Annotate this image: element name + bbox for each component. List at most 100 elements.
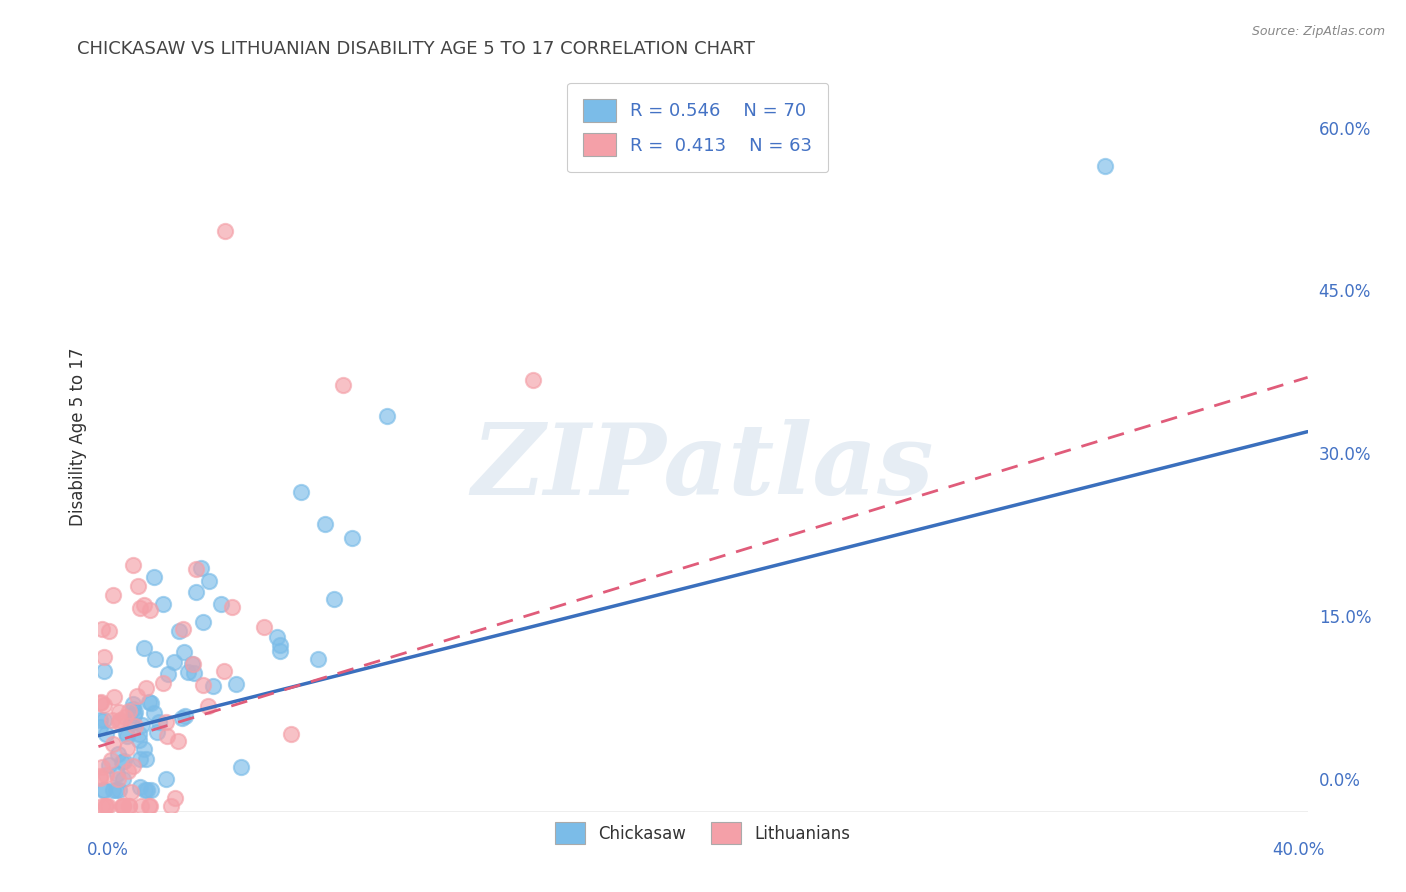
Point	[111, 756, 134, 770]
Point	[103, 783, 125, 797]
Point	[180, 657, 202, 672]
Point	[183, 657, 205, 672]
Point	[93, 650, 115, 665]
Point	[108, 714, 131, 728]
Point	[129, 601, 152, 615]
Point	[212, 665, 235, 679]
Point	[307, 652, 329, 666]
Point	[136, 783, 159, 797]
Point	[131, 718, 153, 732]
Point	[127, 690, 149, 704]
Point	[156, 729, 179, 743]
Point	[94, 799, 117, 814]
Point	[225, 677, 247, 691]
Point	[155, 772, 177, 786]
Point	[111, 799, 134, 814]
Point	[190, 561, 212, 575]
Point	[122, 697, 145, 711]
Point	[340, 531, 363, 545]
Point	[177, 665, 200, 680]
Point	[128, 727, 150, 741]
Point	[1094, 159, 1116, 173]
Point	[90, 622, 112, 636]
Point	[93, 664, 115, 678]
Point	[139, 696, 162, 710]
Y-axis label: Disability Age 5 to 17: Disability Age 5 to 17	[69, 348, 87, 526]
Point	[124, 706, 146, 720]
Point	[100, 753, 122, 767]
Point	[229, 760, 252, 774]
Point	[96, 768, 118, 782]
Point	[191, 678, 214, 692]
Point	[169, 624, 191, 639]
Point	[108, 714, 131, 729]
Point	[121, 759, 143, 773]
Point	[103, 737, 125, 751]
Point	[111, 799, 134, 814]
Point	[97, 624, 120, 638]
Legend: Chickasaw, Lithuanians: Chickasaw, Lithuanians	[547, 814, 859, 852]
Point	[290, 484, 312, 499]
Text: 0.0%: 0.0%	[87, 840, 129, 858]
Point	[332, 378, 354, 392]
Point	[163, 656, 186, 670]
Point	[89, 771, 111, 785]
Point	[253, 620, 276, 634]
Point	[148, 715, 170, 730]
Point	[214, 224, 236, 238]
Point	[128, 752, 150, 766]
Point	[139, 603, 162, 617]
Point	[91, 783, 114, 797]
Point	[89, 720, 111, 734]
Point	[172, 622, 194, 636]
Point	[93, 698, 115, 713]
Point	[89, 714, 111, 728]
Point	[105, 767, 128, 781]
Point	[138, 799, 160, 814]
Point	[100, 713, 122, 727]
Point	[280, 727, 302, 741]
Point	[107, 747, 129, 762]
Point	[115, 729, 138, 743]
Point	[114, 710, 136, 724]
Point	[91, 799, 114, 814]
Point	[174, 709, 197, 723]
Point	[129, 780, 152, 795]
Point	[314, 517, 336, 532]
Point	[186, 562, 208, 576]
Point	[134, 598, 156, 612]
Point	[139, 783, 162, 797]
Text: 40.0%: 40.0%	[1272, 840, 1324, 858]
Point	[375, 409, 398, 423]
Point	[120, 785, 142, 799]
Point	[97, 799, 120, 814]
Point	[89, 696, 111, 710]
Point	[120, 715, 142, 730]
Point	[121, 702, 143, 716]
Point	[269, 639, 291, 653]
Point	[201, 679, 224, 693]
Point	[89, 769, 111, 783]
Point	[163, 791, 186, 805]
Point	[152, 597, 174, 611]
Point	[107, 783, 129, 797]
Point	[156, 667, 179, 681]
Point	[117, 799, 139, 814]
Point	[146, 725, 169, 739]
Point	[127, 579, 149, 593]
Text: ZIPatlas: ZIPatlas	[472, 419, 934, 516]
Point	[117, 764, 139, 779]
Point	[173, 645, 195, 659]
Point	[103, 690, 125, 704]
Point	[132, 640, 155, 655]
Point	[111, 772, 134, 786]
Point	[115, 740, 138, 755]
Point	[112, 754, 135, 768]
Point	[91, 760, 114, 774]
Point	[128, 732, 150, 747]
Point	[184, 585, 207, 599]
Point	[129, 799, 152, 814]
Text: CHICKASAW VS LITHUANIAN DISABILITY AGE 5 TO 17 CORRELATION CHART: CHICKASAW VS LITHUANIAN DISABILITY AGE 5…	[77, 40, 755, 58]
Point	[93, 713, 115, 727]
Point	[94, 799, 117, 814]
